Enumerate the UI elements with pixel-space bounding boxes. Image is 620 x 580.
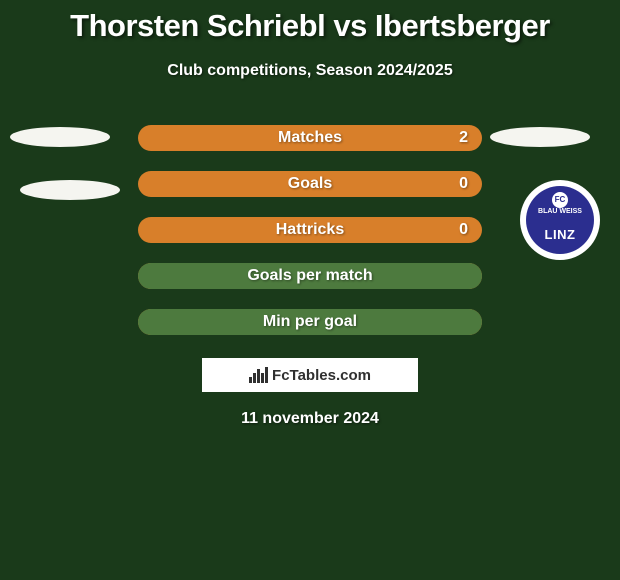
stat-label: Matches (138, 125, 482, 151)
stat-row: Goals0 (138, 171, 482, 197)
player-right-photo-placeholder (490, 127, 590, 147)
club-logo-middle-text: BLAU WEISS (538, 208, 582, 215)
branding-text: FcTables.com (272, 367, 371, 384)
stat-label: Min per goal (138, 309, 482, 335)
branding-box: FcTables.com (202, 358, 418, 392)
club-logo: FC BLAU WEISS LINZ (520, 180, 600, 260)
stat-value-right: 2 (459, 125, 468, 151)
player-left-photo-placeholder-1 (10, 127, 110, 147)
club-logo-main-text: LINZ (545, 227, 576, 242)
comparison-subtitle: Club competitions, Season 2024/2025 (0, 62, 620, 80)
stat-label: Goals per match (138, 263, 482, 289)
stat-value-right: 0 (459, 171, 468, 197)
stat-label: Goals (138, 171, 482, 197)
date-text: 11 november 2024 (0, 410, 620, 428)
stat-label: Hattricks (138, 217, 482, 243)
stats-bars: Matches2Goals0Hattricks0Goals per matchM… (138, 125, 482, 355)
stat-value-right: 0 (459, 217, 468, 243)
stat-row: Hattricks0 (138, 217, 482, 243)
stat-row: Matches2 (138, 125, 482, 151)
stat-row: Min per goal (138, 309, 482, 335)
player-left-photo-placeholder-2 (20, 180, 120, 200)
branding-chart-icon (249, 367, 268, 383)
stat-row: Goals per match (138, 263, 482, 289)
club-logo-fc-text: FC (552, 192, 568, 208)
comparison-title: Thorsten Schriebl vs Ibertsberger (0, 0, 620, 44)
